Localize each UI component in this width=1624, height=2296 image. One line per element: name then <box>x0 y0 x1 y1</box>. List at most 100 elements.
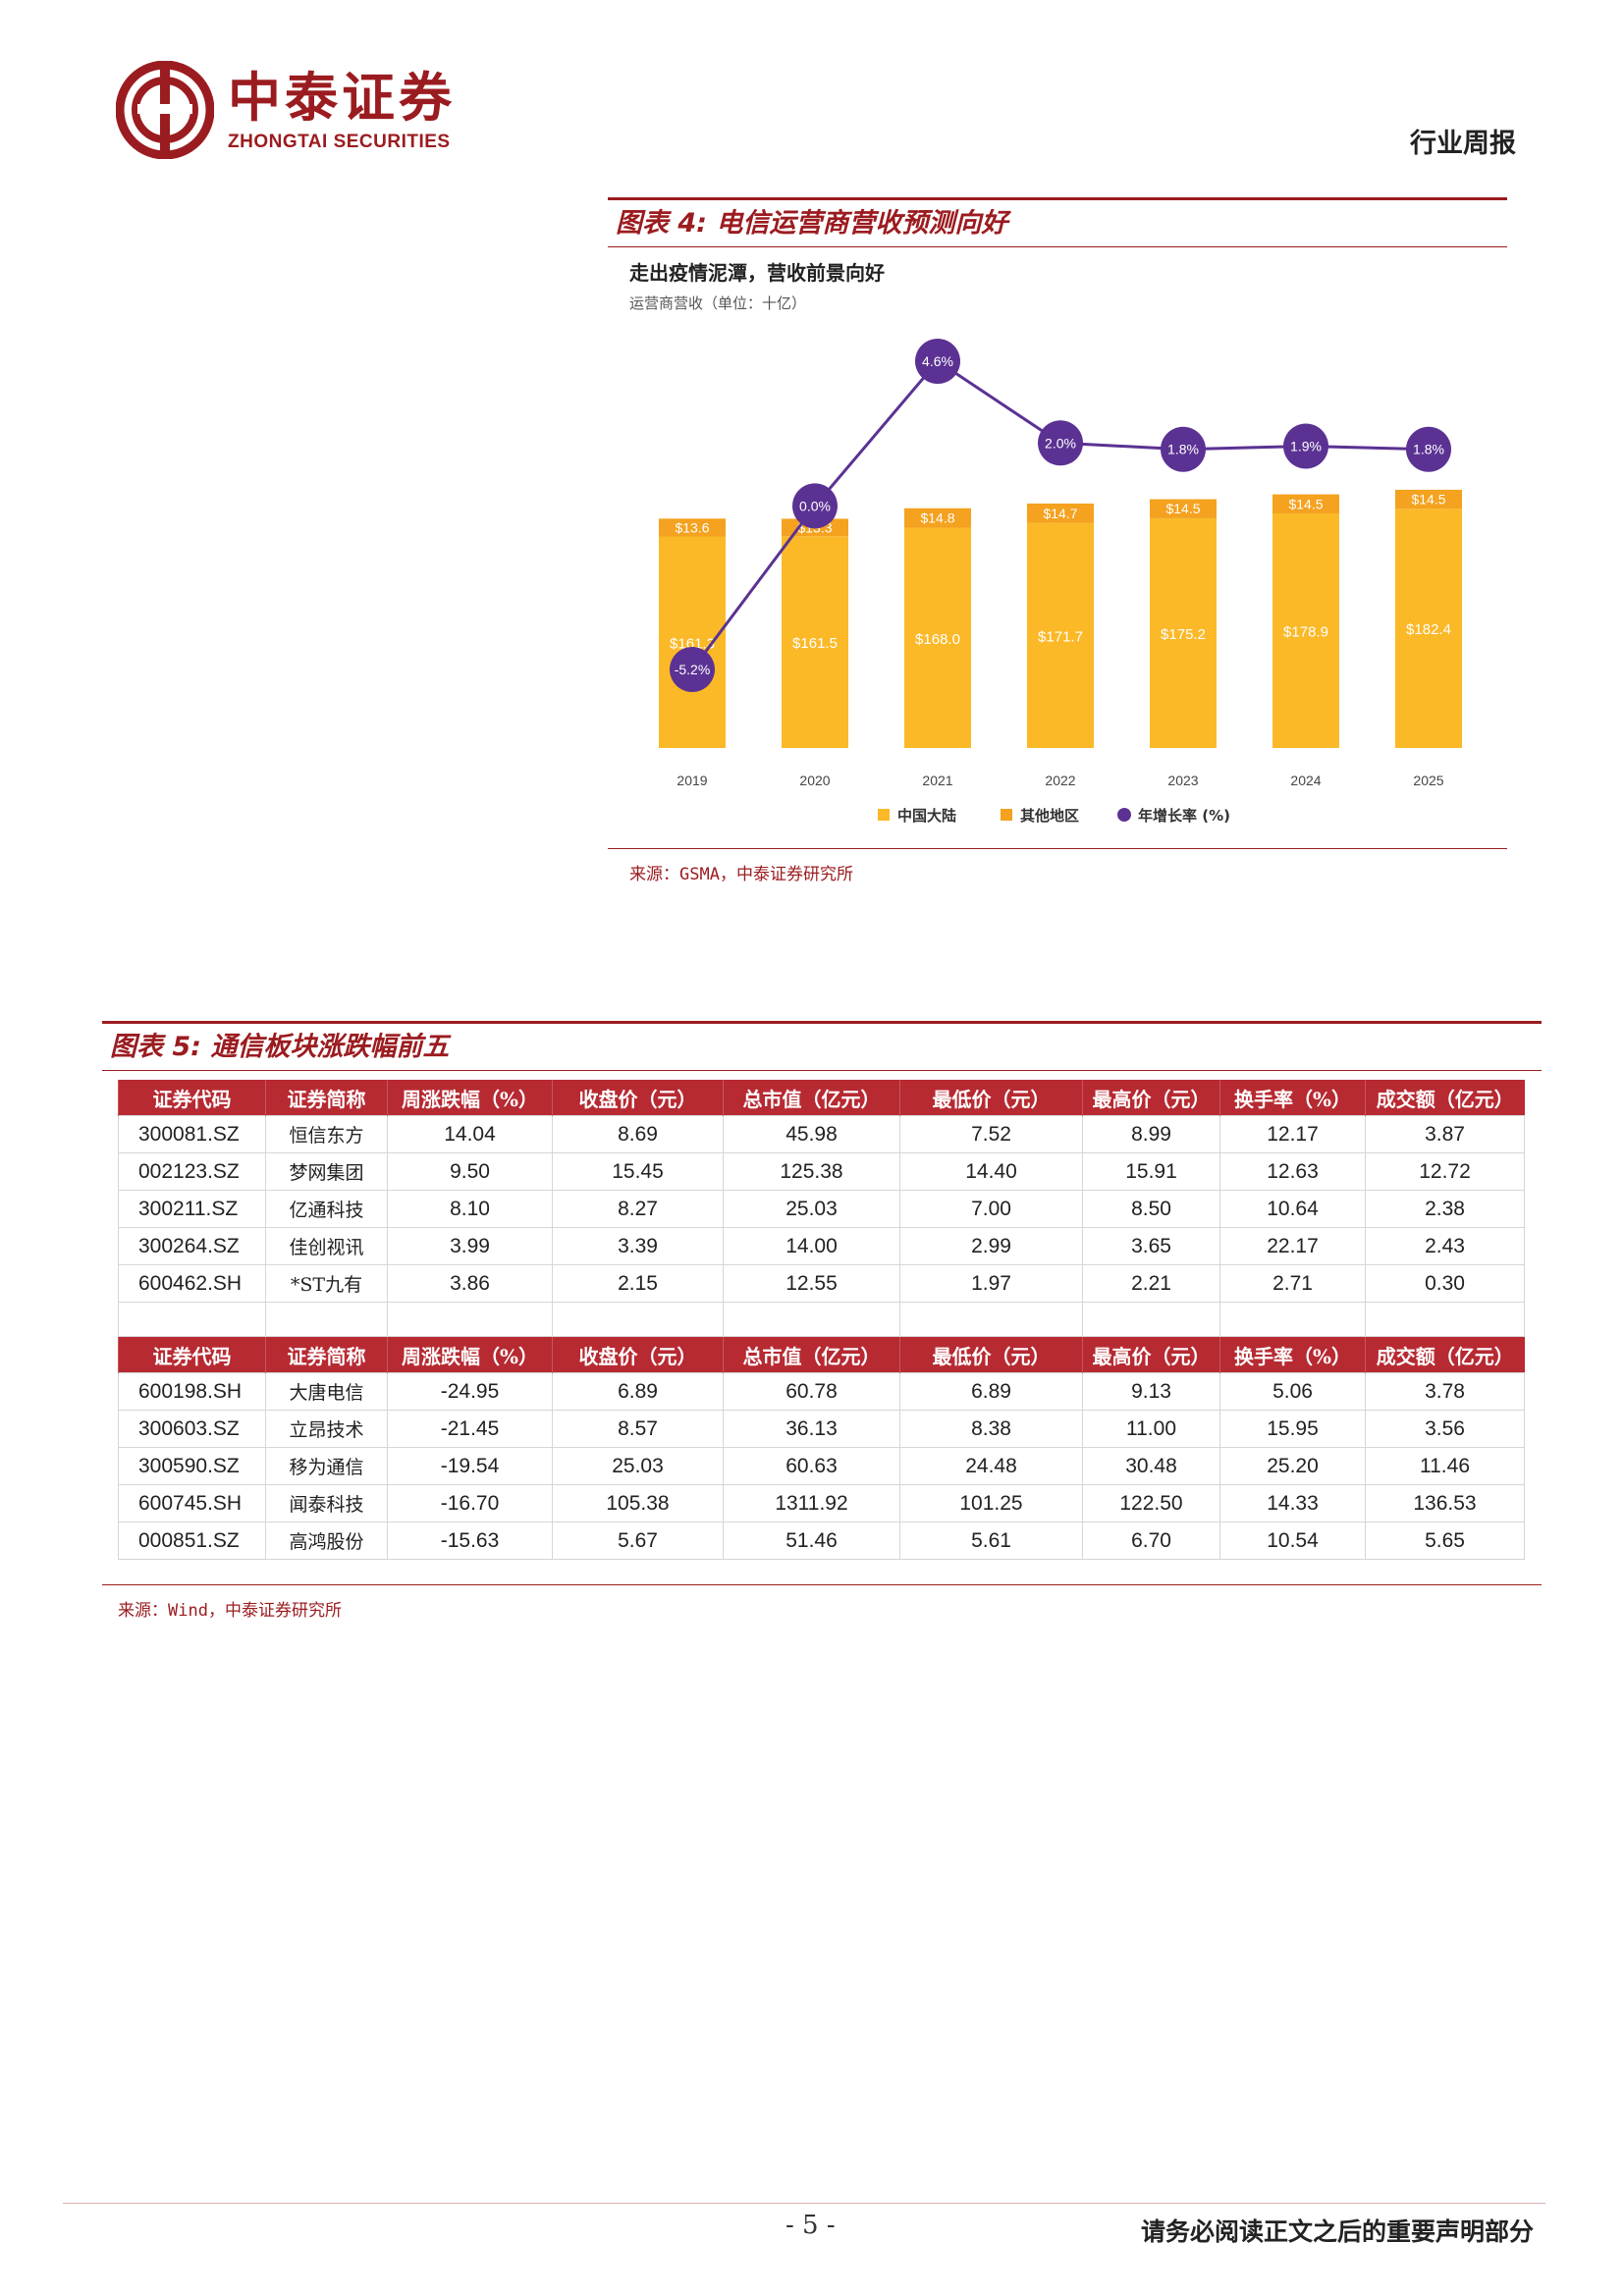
column-header: 最高价（元） <box>1082 1336 1220 1373</box>
figure-rule <box>608 197 1507 200</box>
column-header: 收盘价（元） <box>552 1080 724 1116</box>
table-cell: 11.46 <box>1365 1447 1525 1485</box>
table-cell: 梦网集团 <box>265 1152 388 1191</box>
table-cell: 8.38 <box>899 1410 1083 1448</box>
column-header: 最高价（元） <box>1082 1080 1220 1116</box>
table-cell: 8.27 <box>552 1190 724 1228</box>
table-cell: 300081.SZ <box>118 1115 266 1153</box>
table-cell: -19.54 <box>387 1447 553 1485</box>
column-header: 换手率（%） <box>1219 1080 1366 1116</box>
figure-rule <box>102 1584 1542 1585</box>
column-header: 证券简称 <box>265 1080 388 1116</box>
revenue-chart: $161.3$13.62019$161.5$13.32020$168.0$14.… <box>659 339 1462 825</box>
table-cell: 45.98 <box>723 1115 900 1153</box>
column-header: 周涨跌幅（%） <box>387 1336 553 1373</box>
growth-point <box>915 339 960 384</box>
table-cell: 9.50 <box>387 1152 553 1191</box>
figure-4-source: 来源：GSMA，中泰证券研究所 <box>629 865 853 884</box>
table-cell: 2.99 <box>899 1227 1083 1265</box>
table-row: 600462.SH *ST九有 3.86 2.15 12.55 1.97 2.21 2.71 0… <box>118 1264 1525 1303</box>
bar-other <box>1395 489 1462 509</box>
column-header: 总市值（亿元） <box>723 1080 900 1116</box>
table-header-row: 证券代码 证券简称 周涨跌幅（%） 收盘价（元） 总市值（亿元） 最低价（元） 最高价（元）… <box>118 1080 1525 1116</box>
table-cell: 600462.SH <box>118 1264 266 1303</box>
brand-name-en: ZHONGTAI SECURITIES <box>228 132 451 152</box>
bar-label-mainland: $175.2 <box>1161 626 1206 643</box>
table-cell: 14.00 <box>723 1227 900 1265</box>
growth-point <box>792 483 838 529</box>
table-spacer-row <box>118 1302 1525 1337</box>
table-cell: 立昂技术 <box>265 1410 388 1448</box>
bar-label-other: $14.5 <box>1288 496 1323 511</box>
table-cell <box>1219 1302 1366 1337</box>
table-cell: 8.10 <box>387 1190 553 1228</box>
column-header: 换手率（%） <box>1219 1336 1366 1373</box>
figure-rule <box>102 1021 1542 1024</box>
table-cell: 1.97 <box>899 1264 1083 1303</box>
table-cell: 10.64 <box>1219 1190 1366 1228</box>
table-cell: 600745.SH <box>118 1484 266 1522</box>
bar-label-other: $14.5 <box>1165 501 1200 516</box>
table-cell: 12.55 <box>723 1264 900 1303</box>
table-cell: 8.50 <box>1082 1190 1220 1228</box>
column-header: 证券代码 <box>118 1336 266 1373</box>
growth-label: 0.0% <box>799 498 831 513</box>
legend-label: 中国大陆 <box>897 807 956 825</box>
table-cell: 移为通信 <box>265 1447 388 1485</box>
table-cell: 300590.SZ <box>118 1447 266 1485</box>
figure-4-title: 图表 4: 电信运营商营收预测向好 <box>616 208 1008 239</box>
bar-other <box>659 518 726 537</box>
bar-label-mainland: $161.3 <box>670 635 715 652</box>
table-cell: 15.91 <box>1082 1152 1220 1191</box>
bar-label-mainland: $178.9 <box>1283 623 1328 640</box>
figure-rule <box>102 1070 1542 1071</box>
table-row: 600198.SH 大唐电信 -24.95 6.89 60.78 6.89 9.13 5.06… <box>118 1372 1525 1411</box>
growth-label: 1.9% <box>1290 439 1322 454</box>
table-cell: 5.67 <box>552 1522 724 1560</box>
table-cell: 0.30 <box>1365 1264 1525 1303</box>
x-tick-label: 2021 <box>922 773 952 788</box>
bar-label-other: $14.5 <box>1411 492 1445 507</box>
chart-title: 走出疫情泥潭，营收前景向好 <box>629 261 885 285</box>
growth-label: 2.0% <box>1045 435 1076 451</box>
bar-mainland <box>1395 508 1462 748</box>
table-cell: 105.38 <box>552 1484 724 1522</box>
legend-label: 其他地区 <box>1020 807 1079 825</box>
table-cell: 亿通科技 <box>265 1190 388 1228</box>
table-cell <box>118 1302 266 1337</box>
table-row: 002123.SZ 梦网集团 9.50 15.45 125.38 14.40 15.91 12… <box>118 1152 1525 1191</box>
table-cell: 14.33 <box>1219 1484 1366 1522</box>
x-tick-label: 2024 <box>1290 773 1321 788</box>
column-header: 成交额（亿元） <box>1365 1080 1525 1116</box>
table-cell: 30.48 <box>1082 1447 1220 1485</box>
brand-name-cn: 中泰证券 <box>228 67 456 129</box>
table-cell: 12.63 <box>1219 1152 1366 1191</box>
table-row: 600745.SH 闻泰科技 -16.70 105.38 1311.92 101.25 12… <box>118 1484 1525 1522</box>
table-cell: 2.21 <box>1082 1264 1220 1303</box>
column-header: 总市值（亿元） <box>723 1336 900 1373</box>
table-cell: 8.99 <box>1082 1115 1220 1153</box>
table-row: 300264.SZ 佳创视讯 3.99 3.39 14.00 2.99 3.65 22.17 2… <box>118 1227 1525 1265</box>
table-cell: 60.78 <box>723 1372 900 1411</box>
table-cell: 佳创视讯 <box>265 1227 388 1265</box>
table-cell: 36.13 <box>723 1410 900 1448</box>
figure-rule <box>608 848 1507 849</box>
table-cell: 14.04 <box>387 1115 553 1153</box>
figure-5-title: 图表 5: 通信板块涨跌幅前五 <box>110 1032 450 1062</box>
table-cell: *ST九有 <box>265 1264 388 1303</box>
table-cell: 2.38 <box>1365 1190 1525 1228</box>
table-cell: 300211.SZ <box>118 1190 266 1228</box>
footer-rule <box>63 2203 1545 2204</box>
table-cell: 000851.SZ <box>118 1522 266 1560</box>
table-cell: 125.38 <box>723 1152 900 1191</box>
table-cell: 2.43 <box>1365 1227 1525 1265</box>
growth-point <box>1406 426 1451 472</box>
bar-other <box>1272 494 1339 513</box>
table-cell: 11.00 <box>1082 1410 1220 1448</box>
table-cell <box>1082 1302 1220 1337</box>
table-cell: 6.89 <box>552 1372 724 1411</box>
table-cell <box>899 1302 1083 1337</box>
x-tick-label: 2020 <box>799 773 830 788</box>
table-row: 000851.SZ 高鸿股份 -15.63 5.67 51.46 5.61 6.70 10.5… <box>118 1522 1525 1560</box>
table-cell <box>265 1302 388 1337</box>
